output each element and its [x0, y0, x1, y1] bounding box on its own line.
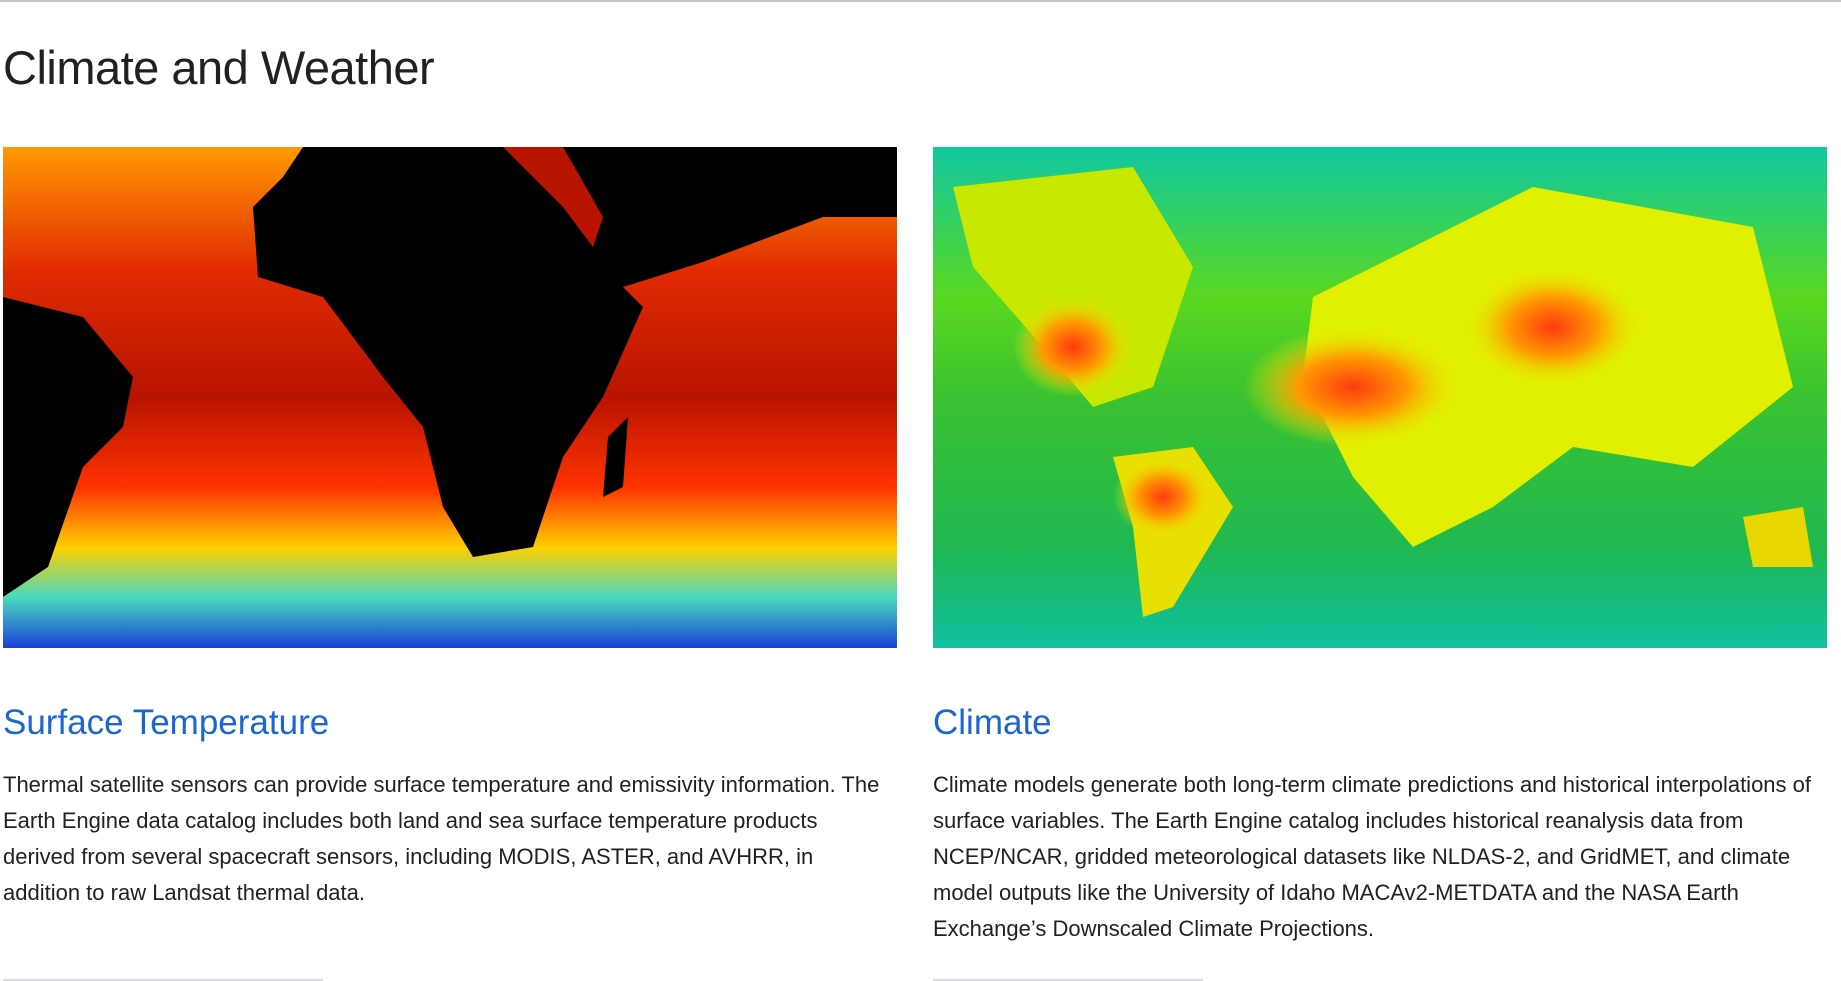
- card: Surface Temperature Thermal satellite se…: [3, 147, 897, 911]
- divider: [933, 979, 1203, 981]
- card-description: Thermal satellite sensors can provide su…: [3, 772, 880, 905]
- climate-image: [933, 147, 1827, 648]
- page-title: Climate and Weather: [3, 41, 435, 94]
- card-description: Climate models generate both long-term c…: [933, 772, 1812, 941]
- sst-image: [3, 147, 897, 648]
- card: Climate Climate models generate both lon…: [933, 147, 1827, 947]
- card-title[interactable]: Surface Temperature: [3, 703, 330, 742]
- top-border: [0, 0, 1841, 2]
- card-title[interactable]: Climate: [933, 703, 1052, 742]
- divider: [3, 979, 323, 981]
